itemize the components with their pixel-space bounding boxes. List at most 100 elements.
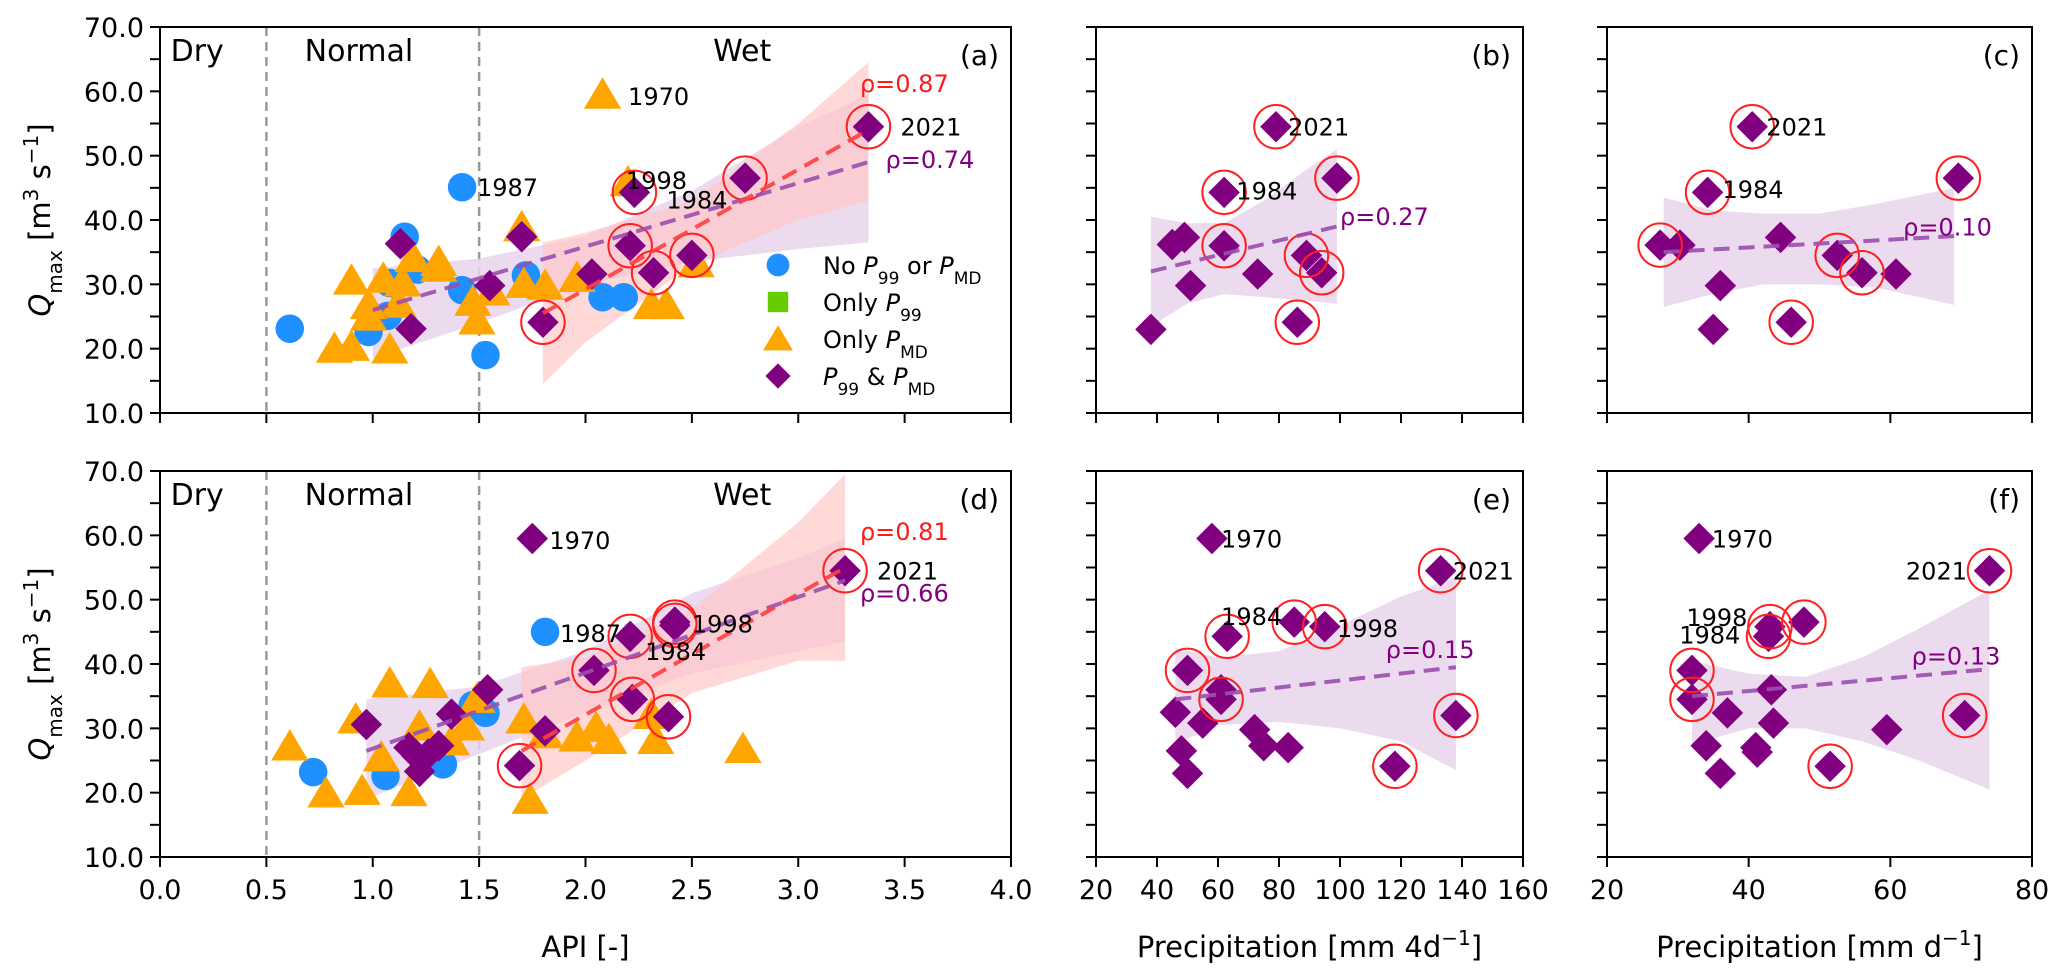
x-tick-label: 2.0 [564, 875, 607, 906]
x-axis-label: Precipitation [mm d−1] [1656, 926, 1983, 964]
point-diamond [652, 701, 685, 733]
highlight-ring [1417, 547, 1464, 594]
point-diamond [503, 749, 536, 782]
highlight-ring [1839, 250, 1885, 296]
legend-item-none: No P99 or PMD [766, 252, 981, 289]
point-diamond [616, 683, 649, 716]
point-diamond [1871, 713, 1903, 746]
point-diamond [1174, 269, 1207, 302]
point-diamond [1948, 699, 1981, 732]
panel-label: (b) [1471, 39, 1511, 72]
point-triangle [332, 263, 371, 295]
point-triangle [447, 709, 485, 741]
point-1987 [447, 172, 477, 202]
point-diamond [659, 606, 691, 638]
point-triangle [362, 740, 400, 772]
point-diamond [637, 257, 670, 289]
rho-label-highlight: ρ=0.87 [860, 70, 949, 98]
point-triangle [394, 240, 432, 273]
point-1984 [1211, 620, 1243, 653]
year-label-1998: 1998 [692, 610, 753, 638]
highlight-ring [652, 599, 698, 645]
point-diamond [471, 673, 504, 706]
fit-line-all [1150, 224, 1338, 274]
y-tick-label: 70.0 [84, 13, 144, 44]
point-diamond [1775, 306, 1807, 339]
rho-label-highlight: ρ=0.81 [860, 518, 949, 546]
point-diamond [1846, 257, 1878, 289]
highlight-ring [845, 103, 892, 150]
y-axis-label: Qmax [m3 s−1] [19, 123, 67, 316]
point-diamond [1248, 729, 1280, 762]
confidence-band-all [1663, 187, 1955, 307]
highlight-ring [1684, 169, 1731, 216]
year-label-1984: 1984 [1236, 177, 1297, 205]
year-label-1970: 1970 [1221, 526, 1282, 554]
point-diamond [676, 239, 708, 272]
highlight-ring [1935, 155, 1982, 201]
point-diamond [422, 729, 455, 762]
point-1984 [614, 620, 646, 653]
point-diamond [1711, 697, 1744, 729]
point-diamond [1440, 699, 1472, 732]
x-tick-label: 3.5 [883, 875, 926, 906]
point-triangle [307, 776, 345, 808]
legend-marker-square [767, 291, 789, 313]
point-diamond [1159, 696, 1192, 728]
panels: Dry Normal Wet19871970199819842021ρ=0.87ρ=… [84, 13, 2049, 964]
x-tick-label: 120 [1375, 875, 1427, 906]
point-triangle [647, 287, 685, 320]
x-tick-label: 160 [1497, 875, 1549, 906]
x-tick-label: 60 [1873, 875, 1907, 906]
point-diamond [529, 715, 561, 747]
point-1970 [1683, 522, 1715, 555]
point-diamond [1757, 707, 1790, 739]
panel-e: 1970 1984 1998 2021 ρ=0.15 (e) 20 40 60 80 100 120 1… [1079, 470, 1549, 964]
point-diamond [1278, 606, 1310, 638]
year-label-2021: 2021 [877, 558, 938, 586]
highlight-ring [1768, 299, 1814, 346]
highlight-ring [645, 694, 692, 740]
year-label-1984: 1984 [645, 638, 706, 666]
highlight-ring [520, 299, 566, 346]
year-label-1984: 1984 [1722, 176, 1783, 204]
point-circle [588, 282, 617, 312]
legend-label: No P99 or PMD [823, 252, 981, 289]
region-label-wet: Wet [713, 34, 771, 69]
highlight-ring [1201, 169, 1247, 216]
year-label-1998: 1998 [626, 167, 687, 195]
y-tick-label: 50.0 [84, 586, 144, 617]
y-tick-label: 60.0 [84, 77, 144, 108]
point-diamond [1272, 731, 1304, 764]
year-label-1984: 1984 [1221, 603, 1282, 631]
point-diamond [350, 708, 383, 741]
point-triangle [371, 666, 409, 698]
highlight-ring [1314, 155, 1360, 201]
highlight-ring [1669, 647, 1715, 694]
point-1970 [583, 77, 622, 109]
point-triangle [371, 332, 409, 364]
point-1998 [1754, 610, 1786, 643]
rho-label-all: ρ=0.10 [1903, 213, 1992, 241]
x-tick-label: 40 [1731, 875, 1765, 906]
highlight-ring [1966, 547, 2013, 594]
plot-area: 2021 1984 ρ=0.10 [1637, 103, 1992, 346]
y-tick-label: 40.0 [84, 650, 144, 681]
point-diamond [578, 654, 610, 687]
point-triangle [458, 681, 496, 713]
point-circle [298, 757, 328, 787]
point-circle [609, 282, 639, 312]
highlight-ring [1274, 299, 1321, 346]
y-tick-label: 70.0 [84, 457, 144, 488]
point-1987 [530, 617, 560, 647]
year-label-1970: 1970 [549, 527, 610, 555]
fit-line-all [365, 578, 846, 753]
point-triangle [390, 774, 428, 807]
x-tick-label: 80 [1262, 875, 1296, 906]
point-diamond [1241, 258, 1274, 290]
highlight-ring [611, 169, 658, 216]
x-tick-label: 1.0 [351, 875, 394, 906]
year-label-1970: 1970 [1712, 526, 1773, 554]
